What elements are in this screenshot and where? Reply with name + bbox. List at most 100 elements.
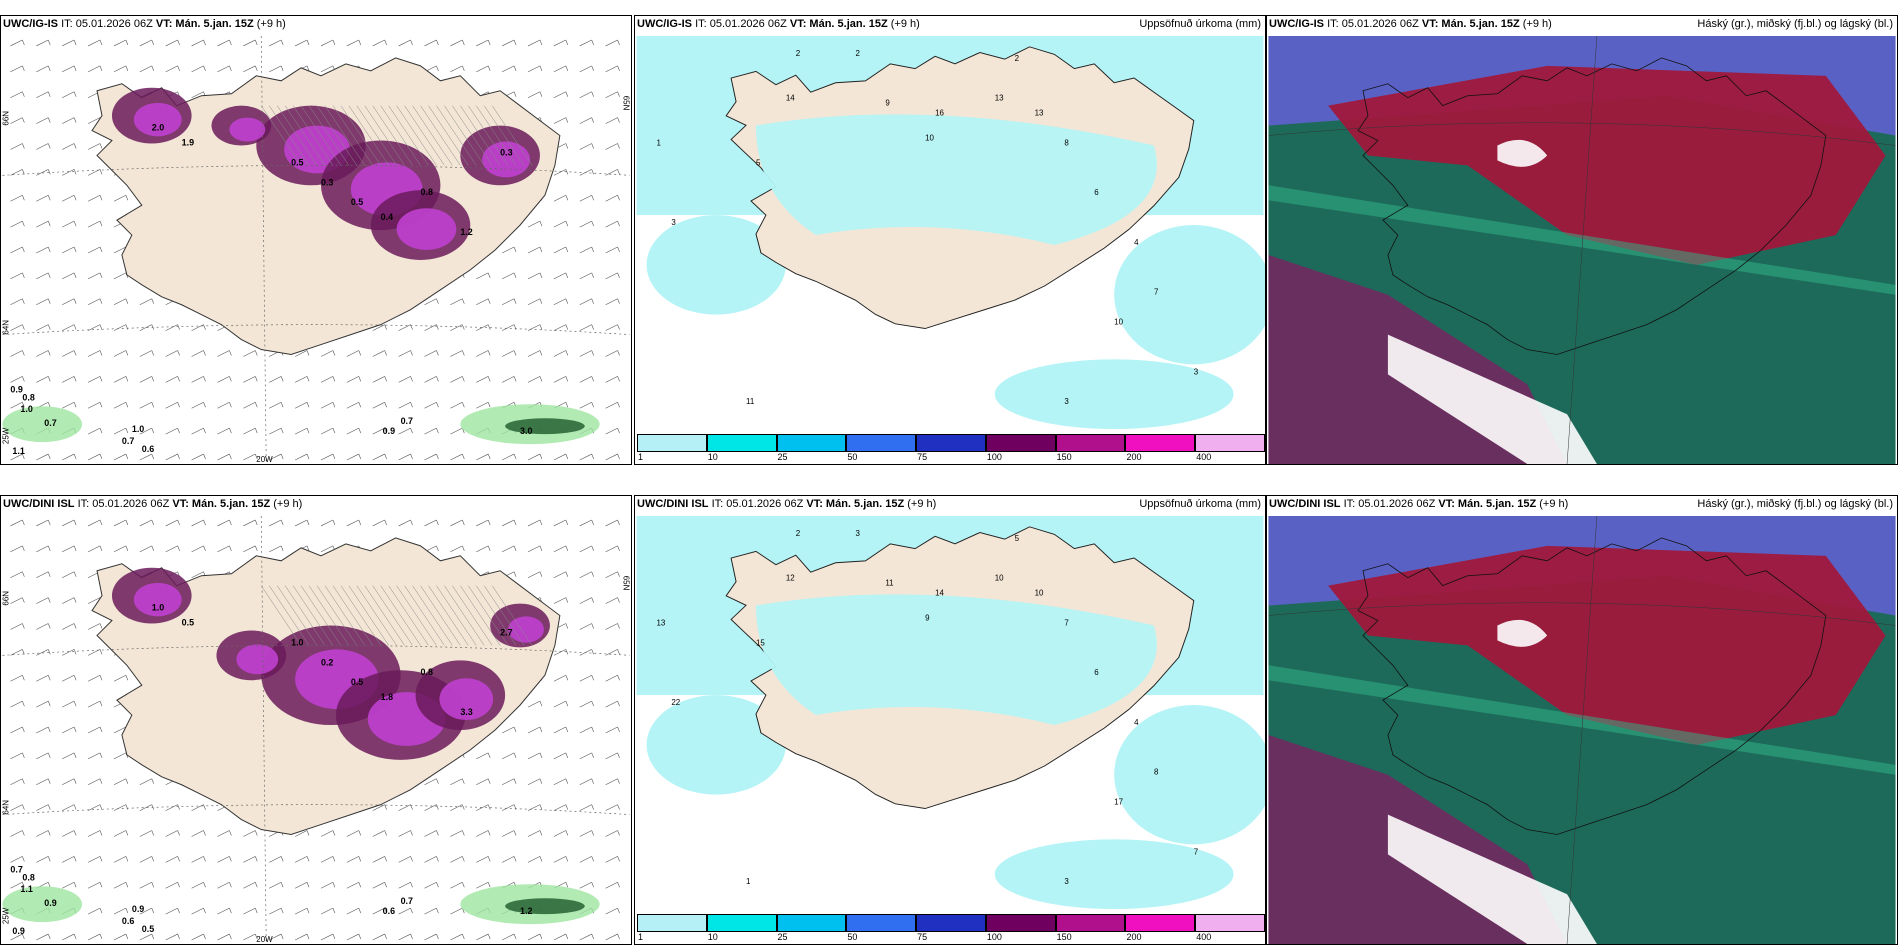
wind-barb (320, 427, 336, 435)
wind-barb-flag (462, 324, 465, 330)
wind-barb-shaft (553, 220, 566, 228)
wind-barb-shaft (243, 830, 256, 837)
wind-barb (36, 778, 51, 786)
wind-barb (579, 882, 594, 889)
wind-barb-flag (151, 298, 155, 304)
wind-barb-flag (47, 519, 51, 526)
wind-barb (269, 882, 284, 889)
wind-barb-flag (591, 933, 594, 940)
wind-barb (424, 804, 439, 811)
wind-barb-flag (73, 376, 77, 382)
wind-barb-flag (617, 246, 620, 253)
wind-barb-shaft (87, 194, 101, 202)
wind-barb (605, 804, 620, 811)
wind-barb-shaft (10, 623, 23, 630)
wind-barb-flag (410, 39, 413, 46)
wind-barb-flag (125, 195, 129, 201)
wind-barb (165, 804, 180, 811)
wind-barb (87, 933, 103, 941)
wind-barb-flag (513, 571, 517, 577)
wind-barb-shaft (217, 350, 230, 357)
wind-barb-flag (436, 778, 439, 784)
wind-barb (450, 402, 465, 409)
wind-barb (398, 350, 413, 357)
precip-value-label: 0.6 (122, 916, 134, 926)
wind-barb (424, 830, 439, 837)
wind-barb-shaft (553, 933, 566, 941)
wind-barb (346, 882, 362, 889)
wind-barb (10, 402, 25, 409)
wind-barb (36, 674, 51, 682)
wind-barb-shaft (36, 272, 49, 280)
wind-barb-shaft (346, 376, 359, 383)
wind-barb-shaft (527, 726, 541, 734)
wind-barb-flag (306, 453, 310, 460)
wind-barb (139, 402, 155, 409)
wind-barb (605, 350, 620, 357)
wind-barb-flag (462, 350, 465, 356)
wind-barb-flag (47, 402, 51, 408)
wind-barb-shaft (346, 350, 359, 357)
wind-barb (87, 324, 103, 331)
wind-barb-flag (565, 701, 569, 707)
wind-barb-flag (255, 545, 258, 551)
wind-barb-flag (617, 545, 620, 551)
wind-barb (165, 933, 180, 941)
wind-barb (450, 830, 465, 837)
wind-barb (605, 674, 620, 682)
wind-barb-flag (332, 428, 336, 434)
wind-barb-shaft (36, 453, 49, 461)
hatch-line (316, 585, 358, 646)
wind-barb-flag (487, 856, 491, 862)
wind-barb-flag (255, 402, 258, 408)
hatch-line (460, 585, 501, 646)
wind-barb (139, 778, 155, 786)
wind-barb-shaft (62, 726, 75, 734)
wind-barb-shaft (476, 933, 489, 941)
wind-barb-shaft (346, 882, 359, 889)
wind-barb-shaft (62, 65, 75, 73)
lon-line (260, 516, 267, 944)
wind-barb-shaft (165, 882, 178, 889)
wind-barb-shaft (398, 804, 411, 811)
precip-value-label: 0.4 (381, 212, 393, 222)
hatch-line (276, 105, 318, 166)
precip-value-label: 0.9 (383, 426, 395, 436)
wind-barb (87, 545, 103, 553)
wind-barb-shaft (139, 830, 152, 837)
precip-value-label: 12 (786, 574, 795, 583)
precip-value-label: 16 (935, 109, 944, 118)
wind-barb-shaft (87, 324, 101, 331)
hatch-line (348, 105, 389, 166)
wind-barb-flag (99, 882, 103, 888)
wind-barb (424, 856, 439, 863)
lon-line (1566, 516, 1598, 944)
hatch-line (261, 105, 302, 166)
wind-barb-flag (99, 726, 103, 733)
wind-barb-shaft (139, 350, 152, 357)
wind-barb-flag (617, 91, 620, 97)
wind-barb-flag (99, 623, 103, 629)
wind-barb-shaft (36, 856, 49, 863)
colorbar-segment (985, 434, 1056, 452)
wind-barb-shaft (36, 324, 49, 331)
wind-barb-shaft (424, 856, 437, 863)
wind-barb (10, 519, 25, 527)
hatch-line (452, 105, 493, 166)
wind-barb-shaft (372, 350, 385, 357)
colorbar-segment (1195, 914, 1265, 932)
wind-barb-shaft (113, 778, 127, 786)
wind-barb-flag (591, 675, 594, 681)
colorbar: 1 10 25 50 75 100 150 200 400 (637, 434, 1265, 464)
snow-area (482, 141, 530, 178)
wind-barb-flag (280, 545, 284, 551)
wind-barb (294, 856, 310, 863)
wind-barb (243, 350, 258, 357)
wind-barb (191, 907, 206, 915)
wind-barb (10, 65, 25, 73)
wind-barb (527, 519, 543, 527)
wind-barb (191, 545, 206, 553)
wind-barb (553, 39, 569, 47)
wind-barb-shaft (294, 882, 308, 889)
